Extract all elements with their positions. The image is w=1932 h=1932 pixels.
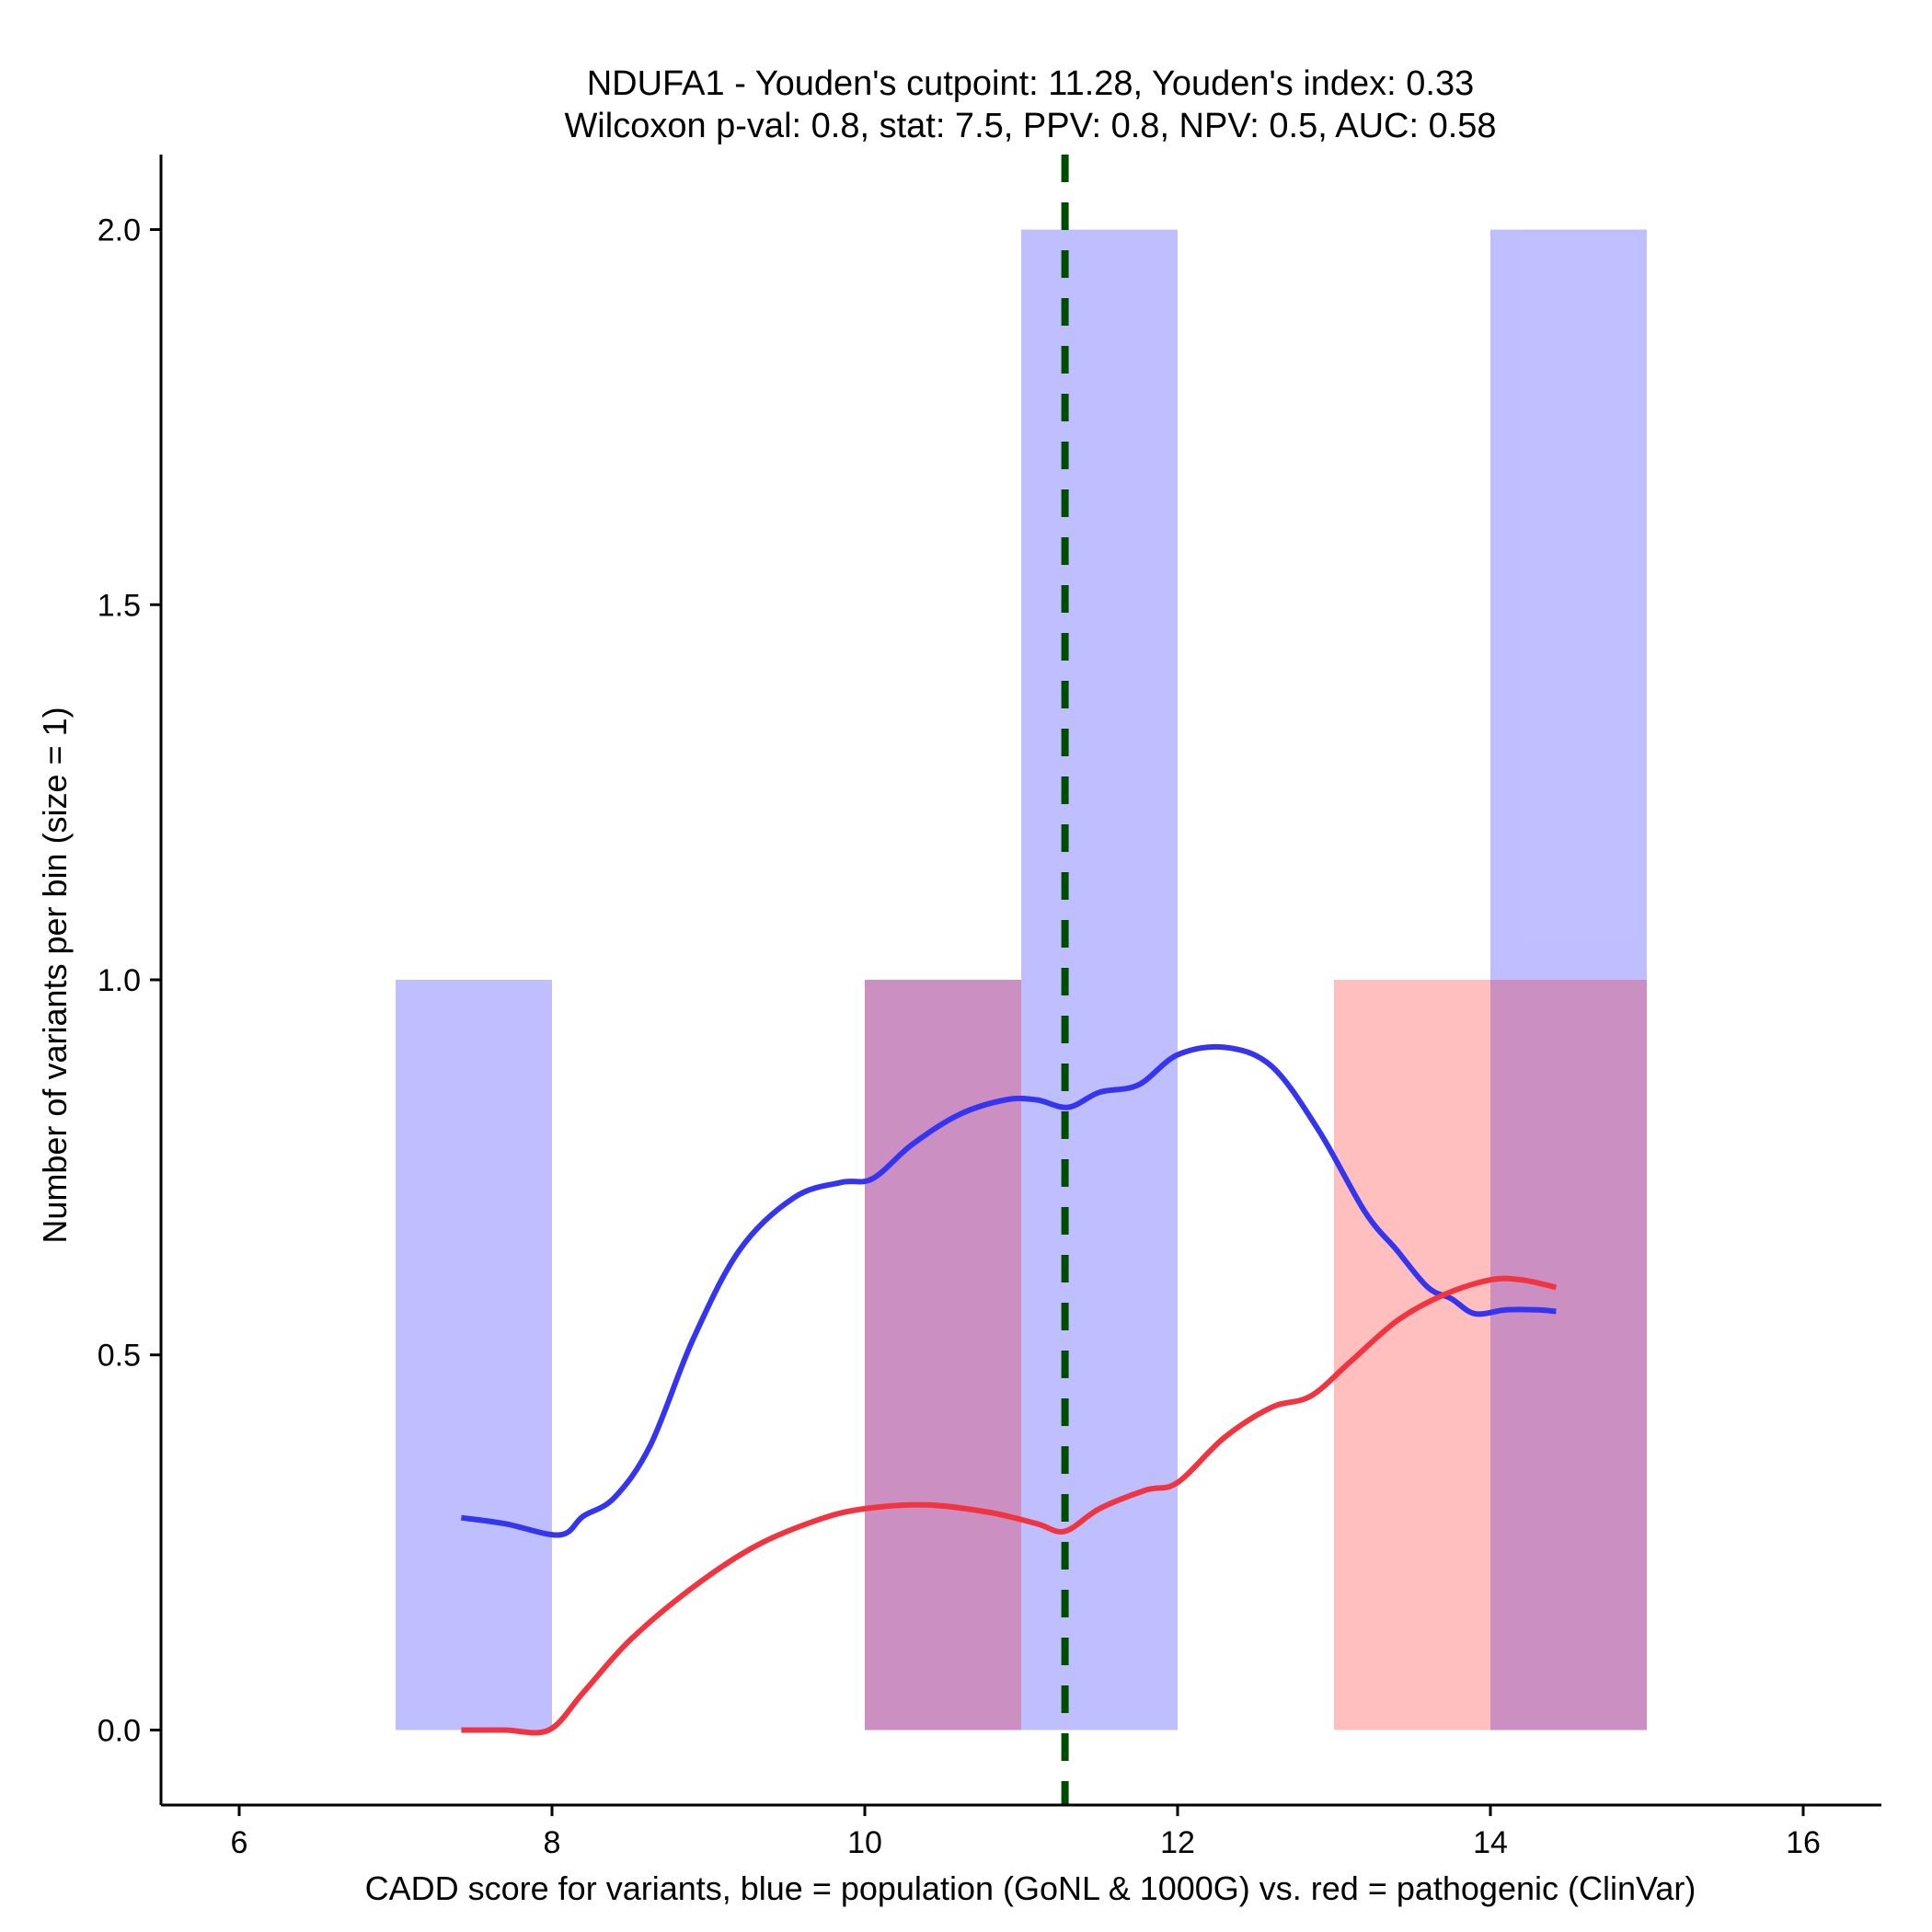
overlap-bar-1: [1490, 980, 1647, 1731]
chart-title-line-2: Wilcoxon p-val: 0.8, stat: 7.5, PPV: 0.8…: [564, 107, 1496, 145]
histogram-overlap-bars: [865, 980, 1647, 1731]
x-tick-label-16: 16: [1786, 1825, 1821, 1860]
x-tick-label-10: 10: [847, 1825, 882, 1860]
x-axis-ticks: 6 8 10 12 14 16: [231, 1805, 1821, 1860]
chart-title-line-1: NDUFA1 - Youden's cutpoint: 11.28, Youde…: [587, 64, 1475, 103]
y-tick-label-1: 0.5: [98, 1339, 141, 1374]
population-bar-1: [1021, 229, 1178, 1731]
pathogenic-density-curve: [461, 1275, 1558, 1736]
chart-axes: 6 8 10 12 14 16 0.0 0.5 1.0 1.5 2.0: [98, 155, 1881, 1860]
y-axis-ticks: 0.0 0.5 1.0 1.5 2.0: [98, 213, 161, 1748]
y-tick-label-0: 0.0: [98, 1713, 141, 1748]
x-axis-title: CADD score for variants, blue = populati…: [365, 1869, 1696, 1907]
y-tick-label-4: 2.0: [98, 213, 141, 248]
density-curves: [460, 1043, 1558, 1736]
x-tick-label-14: 14: [1473, 1825, 1508, 1860]
x-tick-label-8: 8: [544, 1825, 561, 1860]
y-axis-title: Number of variants per bin (size = 1): [36, 707, 74, 1243]
y-tick-label-3: 1.5: [98, 588, 141, 623]
y-tick-label-2: 1.0: [98, 963, 141, 998]
x-tick-label-12: 12: [1160, 1825, 1195, 1860]
chart-title: NDUFA1 - Youden's cutpoint: 11.28, Youde…: [564, 64, 1496, 145]
population-density-curve: [460, 1043, 1557, 1538]
x-tick-label-6: 6: [231, 1825, 248, 1860]
population-bar-0: [396, 980, 552, 1731]
overlap-bar-0: [865, 980, 1021, 1731]
